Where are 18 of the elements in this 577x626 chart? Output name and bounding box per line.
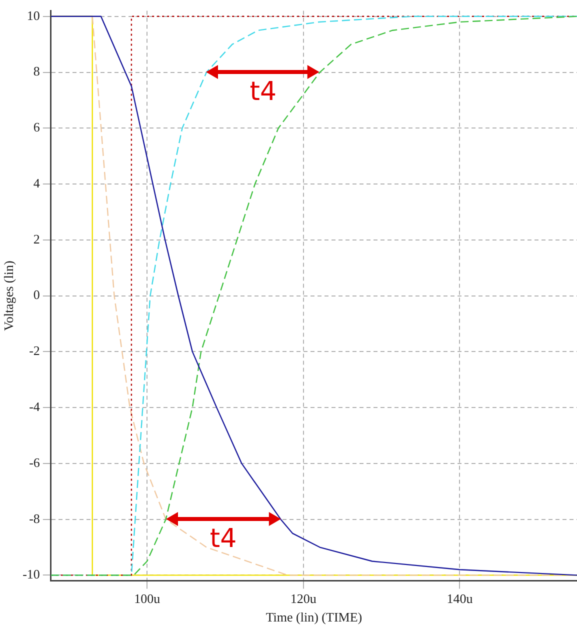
x-tick-label: 120u	[290, 591, 317, 606]
y-tick-label: 2	[33, 231, 40, 246]
y-tick-label: 8	[33, 64, 40, 79]
y-tick-label: -6	[29, 454, 40, 470]
y-tick-label: 6	[33, 120, 40, 135]
y-tick-label: 0	[33, 287, 40, 302]
y-tick-label: -2	[29, 343, 40, 358]
y-tick-label: -4	[29, 398, 40, 414]
y-tick-label: 4	[33, 175, 40, 190]
x-tick-label: 140u	[446, 591, 474, 606]
x-tick-label: 100u	[134, 591, 161, 606]
annotation: t4	[210, 524, 237, 554]
y-axis-title: Voltages (lin)	[1, 260, 16, 331]
y-tick-label: -8	[29, 510, 40, 526]
y-tick-label: -10	[22, 566, 40, 582]
y-tick-label: 10	[26, 8, 40, 23]
annotation: t4	[250, 77, 277, 108]
x-axis-title: Time (lin) (TIME)	[266, 610, 362, 625]
